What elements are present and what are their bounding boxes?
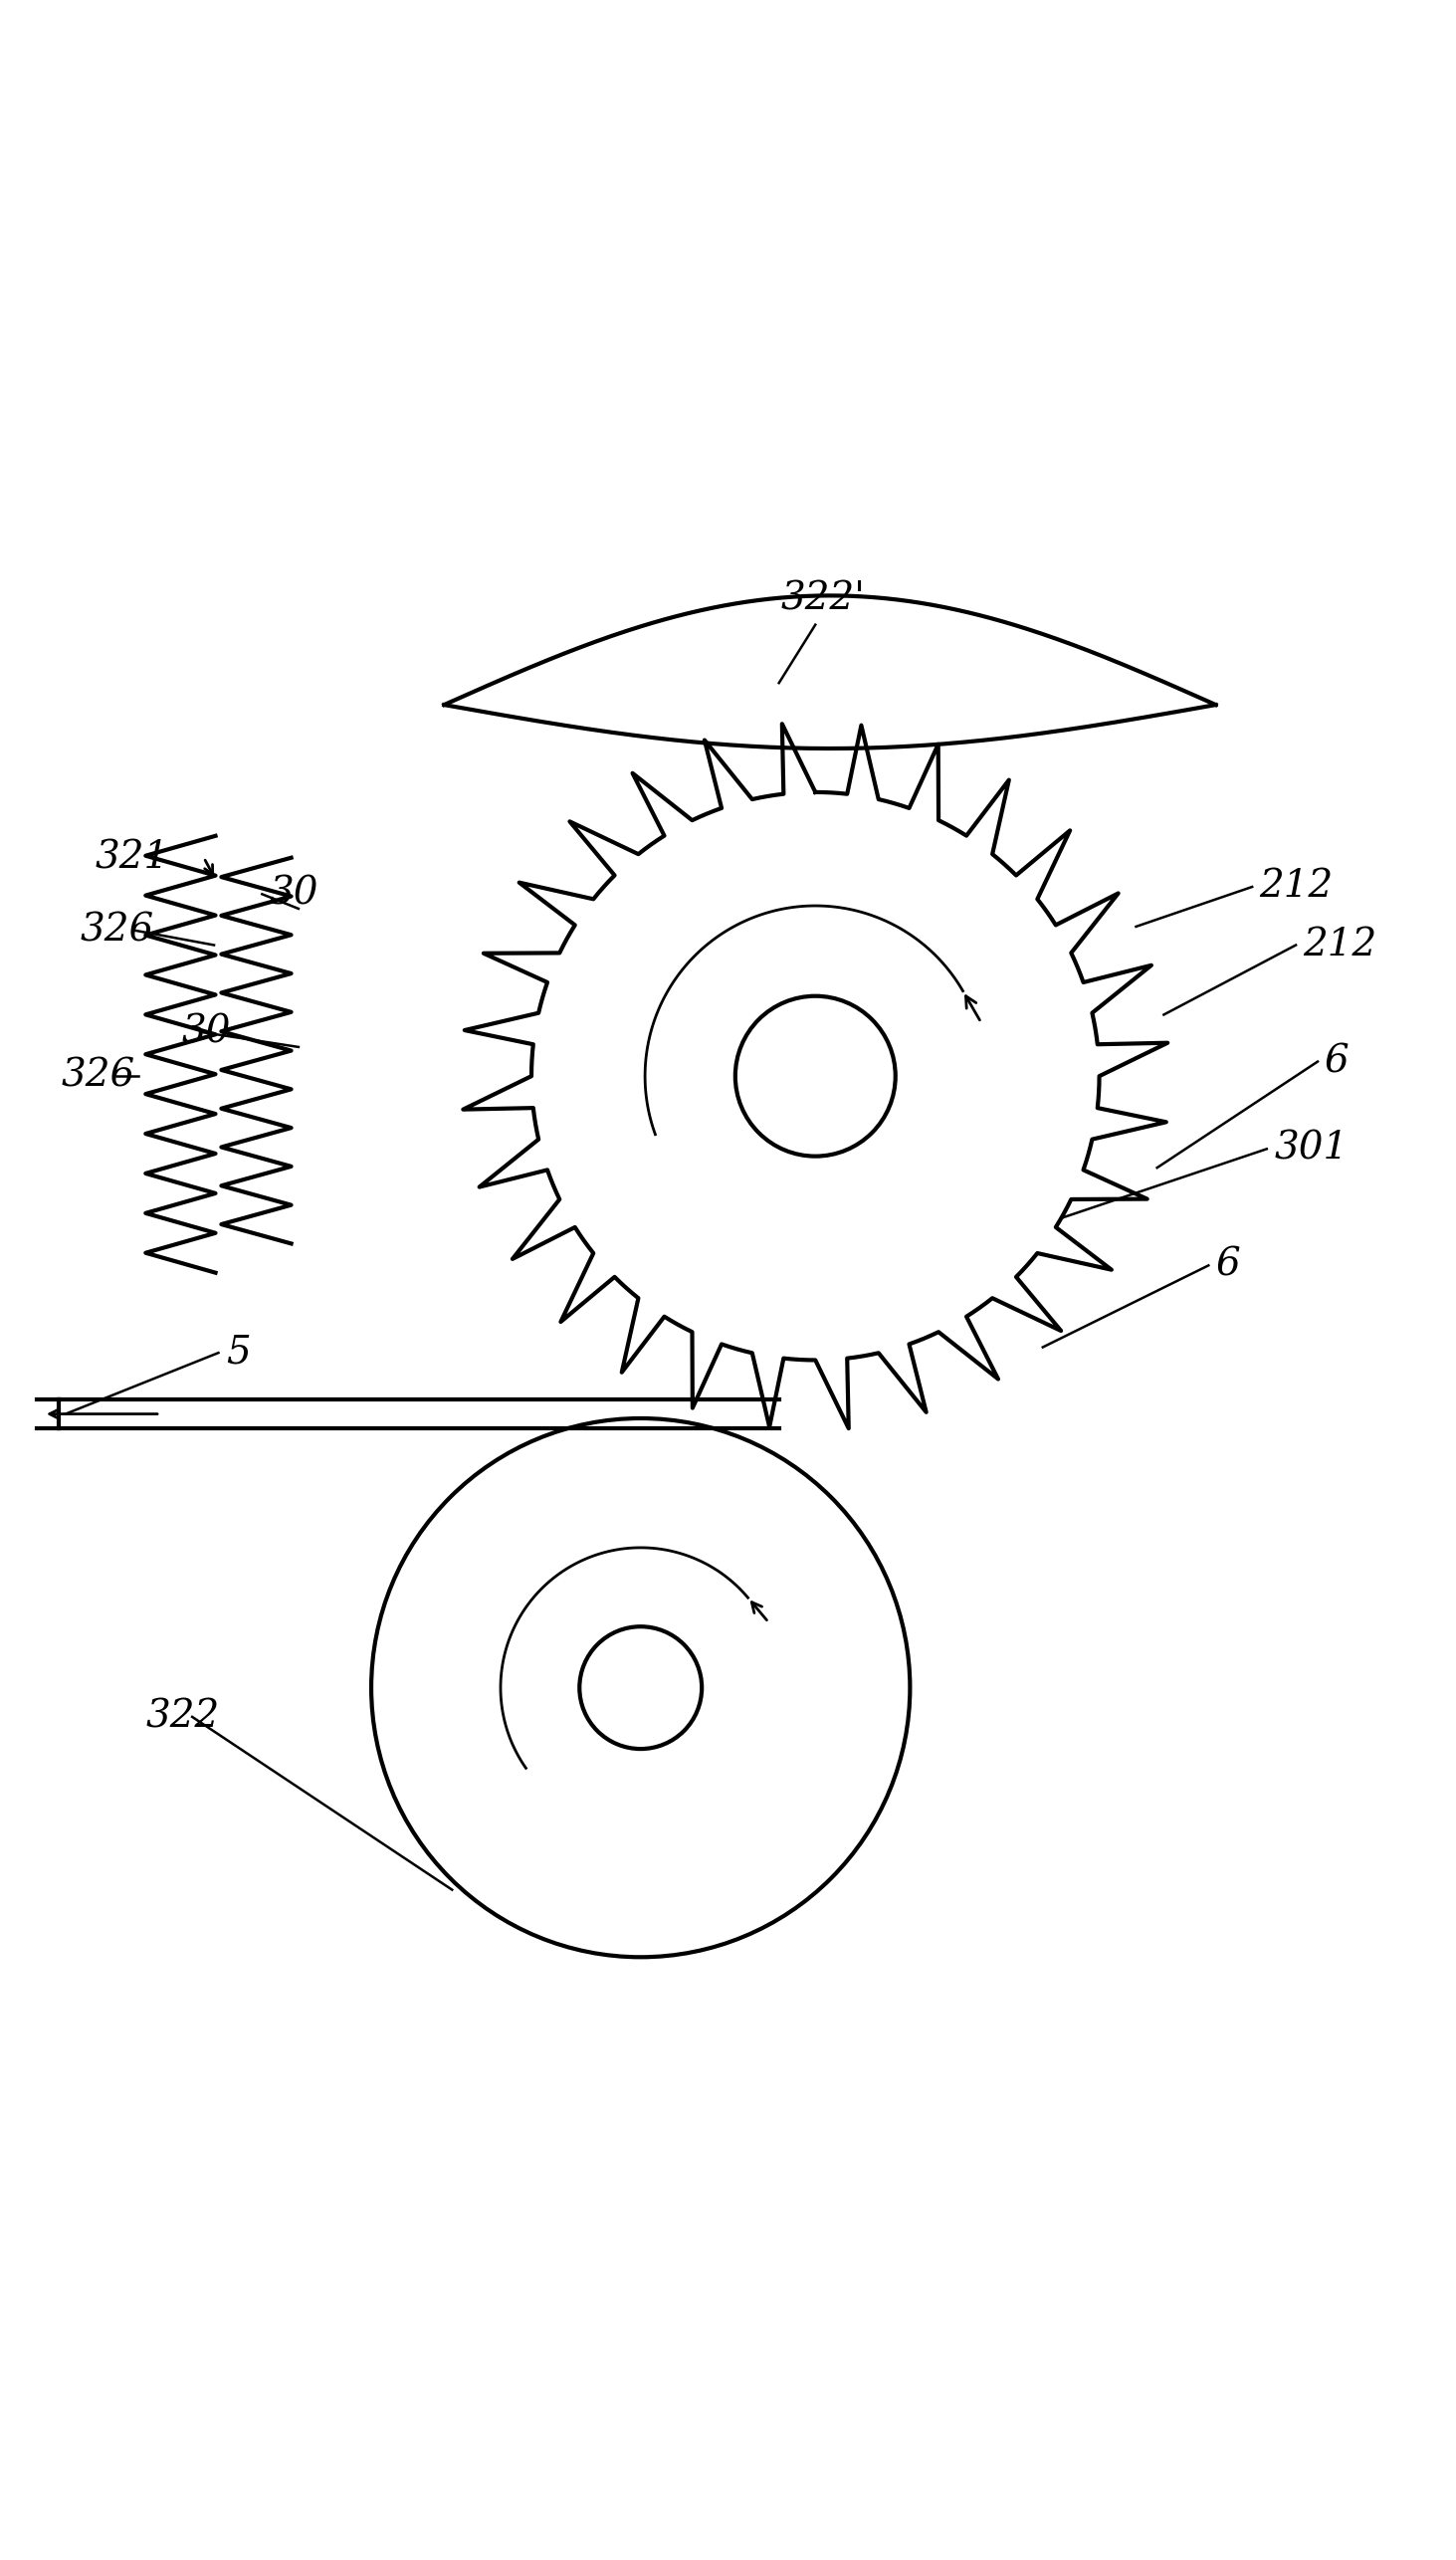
Text: 6: 6 <box>1325 1042 1350 1080</box>
Polygon shape <box>463 724 1168 1428</box>
Text: 30: 30 <box>182 1014 232 1050</box>
Text: 326: 326 <box>61 1057 135 1096</box>
Text: 322: 322 <box>146 1697 220 1736</box>
Text: 30: 30 <box>269 876 319 911</box>
Text: 5: 5 <box>226 1334 250 1372</box>
Text: 322': 322' <box>780 581 865 617</box>
Text: 212: 212 <box>1303 927 1377 963</box>
Text: 326: 326 <box>80 911 154 950</box>
Text: 321: 321 <box>95 840 169 876</box>
Text: 212: 212 <box>1259 868 1334 906</box>
Text: 6: 6 <box>1216 1247 1241 1285</box>
Text: 301: 301 <box>1274 1132 1348 1167</box>
